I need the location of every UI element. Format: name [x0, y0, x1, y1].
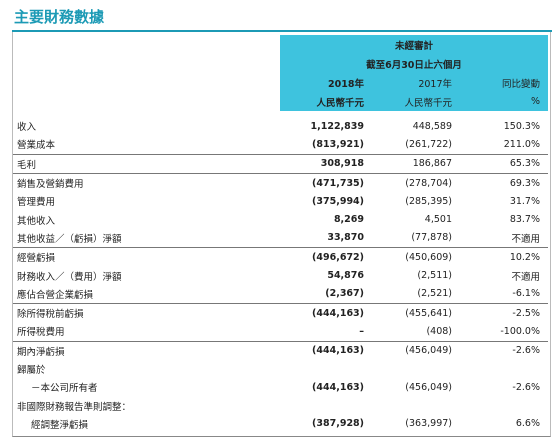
cell: 8,269	[333, 214, 364, 226]
cell: 448,589	[412, 120, 452, 132]
row-label: 財務收入／（費用）淨額	[17, 271, 122, 283]
row-label: 經調整淨虧損	[31, 419, 89, 431]
audit-label: 未經審計	[280, 35, 548, 54]
table-row: 期內淨虧損 (444,163) (456,049) -2.6%	[13, 340, 548, 360]
cell: 211.0%	[503, 138, 540, 150]
cell: 54,876	[327, 270, 364, 282]
year-header: 2017年	[368, 73, 456, 92]
cell: (471,735)	[280, 172, 368, 193]
row-label: 毛利	[13, 153, 280, 174]
cell: 186,867	[368, 153, 456, 174]
table-row: 其他收入 8,269 4,501 83.7%	[13, 210, 548, 228]
cell	[456, 360, 548, 378]
cell: (813,921)	[312, 138, 364, 150]
table-row: 應佔合營企業虧損 (2,367) (2,521) -6.1%	[13, 285, 548, 304]
row-label: 應佔合營企業虧損	[17, 289, 94, 301]
cell: –	[359, 325, 364, 337]
row-label: 期內淨虧損	[13, 340, 280, 360]
cell: (456,049)	[368, 340, 456, 360]
table-row: 財務收入／（費用）淨額 54,876 (2,511) 不適用	[13, 266, 548, 284]
row-label: 其他收益／（虧損）淨額	[17, 233, 122, 245]
cell: (408)	[426, 325, 452, 337]
cell: (444,163)	[280, 340, 368, 360]
cell: -2.6%	[456, 340, 548, 360]
cell: 83.7%	[509, 214, 540, 226]
table-row: 毛利 308,918 186,867 65.3%	[13, 153, 548, 174]
period-label: 截至6月30日止六個月	[280, 54, 548, 73]
cell: 6.6%	[515, 418, 540, 430]
cell: -6.1%	[512, 288, 540, 300]
cell: (2,521)	[417, 288, 452, 300]
table-row: 營業成本 (813,921) (261,722) 211.0%	[13, 135, 548, 154]
table-row: 其他收益／（虧損）淨額 33,870 (77,878) 不適用	[13, 229, 548, 248]
title-rule	[12, 30, 552, 32]
row-label: 歸屬於	[17, 365, 46, 376]
cell	[280, 360, 368, 378]
cell: (456,049)	[405, 381, 452, 393]
cell: (2,511)	[417, 270, 452, 282]
cell: (77,878)	[411, 232, 452, 244]
row-label: 營業成本	[17, 140, 56, 152]
table-row: 銷售及營銷費用 (471,735) (278,704) 69.3%	[13, 172, 548, 193]
table-frame	[12, 32, 551, 437]
table-row: 管理費用 (375,994) (285,395) 31.7%	[13, 192, 548, 210]
cell: 1,122,839	[310, 120, 365, 132]
row-label: 管理費用	[17, 197, 56, 209]
cell: 31.7%	[509, 195, 540, 207]
cell: -100.0%	[500, 325, 540, 337]
row-label: 除所得稅前虧損	[13, 302, 280, 323]
table-row: 收入 1,122,839 448,589 150.3%	[13, 111, 548, 135]
table-row: 所得稅費用 – (408) -100.0%	[13, 322, 548, 341]
row-label: 經營虧損	[13, 247, 280, 267]
cell: 不適用	[511, 233, 540, 245]
cell: (444,163)	[280, 302, 368, 323]
cell	[368, 360, 456, 378]
change-header: 同比變動	[456, 73, 548, 92]
cell: (444,163)	[312, 381, 364, 393]
cell: (496,672)	[280, 247, 368, 267]
unit-header: %	[456, 92, 548, 111]
cell: 308,918	[280, 153, 368, 174]
cell: 69.3%	[456, 172, 548, 193]
cell: -2.6%	[512, 381, 540, 393]
cell: 10.2%	[456, 247, 548, 267]
row-label: 所得稅費用	[17, 327, 65, 339]
cell: -2.5%	[456, 302, 548, 323]
cell: 4,501	[424, 214, 452, 226]
table-row: －本公司所有者 (444,163) (456,049) -2.6%	[13, 378, 548, 396]
cell	[456, 396, 548, 414]
cell: (285,395)	[405, 195, 452, 207]
cell: 不適用	[511, 271, 540, 283]
cell	[368, 396, 456, 414]
cell: (363,997)	[405, 418, 452, 430]
table-row: 歸屬於	[13, 360, 548, 378]
cell: (261,722)	[405, 138, 452, 150]
cell: 33,870	[327, 232, 364, 244]
cell	[280, 396, 368, 414]
title: 主要財務數據	[14, 8, 105, 26]
row-label: －本公司所有者	[31, 383, 98, 395]
table-row: 經營虧損 (496,672) (450,609) 10.2%	[13, 247, 548, 267]
row-label: 收入	[17, 122, 37, 134]
table-row: 經調整淨虧損 (387,928) (363,997) 6.6%	[13, 415, 548, 433]
unit-header: 人民幣千元	[368, 92, 456, 111]
table-row: 非國際財務報告準則調整：	[13, 396, 548, 414]
cell: 65.3%	[456, 153, 548, 174]
row-label: 非國際財務報告準則調整：	[17, 401, 132, 413]
cell: (375,994)	[312, 195, 364, 207]
row-label: 銷售及營銷費用	[13, 172, 280, 193]
table-body: 收入 1,122,839 448,589 150.3% 營業成本 (813,921) (26…	[13, 111, 548, 433]
cell: (455,641)	[368, 302, 456, 323]
cell: (2,367)	[325, 288, 364, 300]
cell: (450,609)	[368, 247, 456, 267]
cell: (278,704)	[368, 172, 456, 193]
unit-header: 人民幣千元	[280, 92, 368, 111]
cell: 150.3%	[503, 120, 540, 132]
year-header: 2018年	[280, 73, 368, 92]
table-row: 除所得稅前虧損 (444,163) (455,641) -2.5%	[13, 302, 548, 323]
financial-table: 未經審計 截至6月30日止六個月 2018年 2017年 同比變動 人民幣千元 …	[13, 35, 548, 433]
row-label: 其他收入	[17, 215, 56, 227]
cell: (387,928)	[312, 418, 364, 430]
